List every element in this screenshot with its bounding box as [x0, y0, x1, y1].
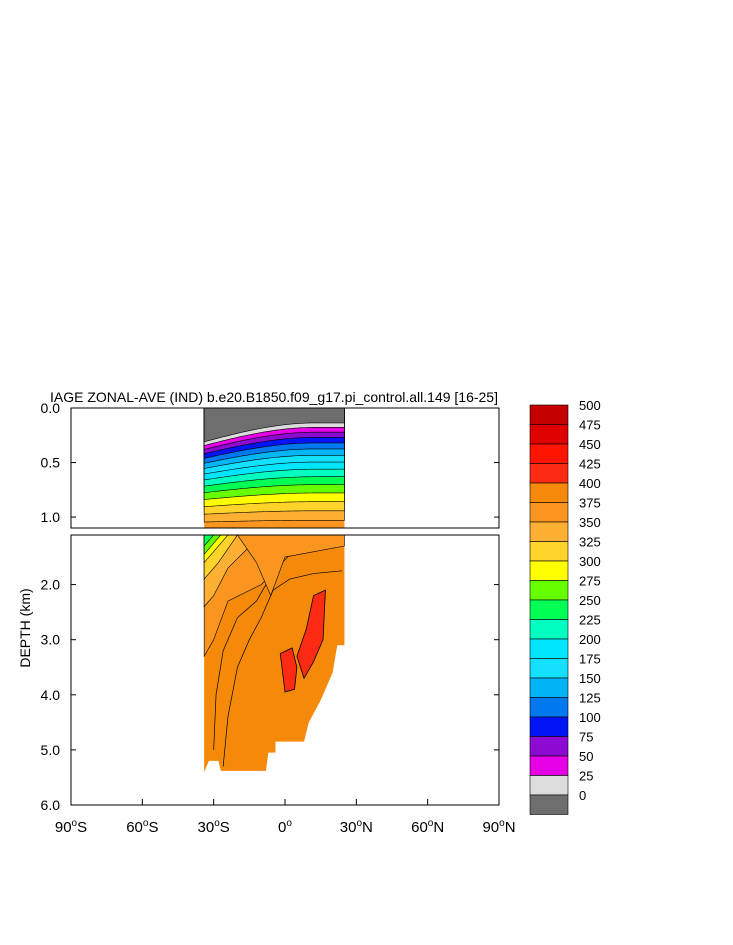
x-tick-label: 60oN: [411, 818, 444, 836]
y-tick-label: 3.0: [41, 632, 61, 648]
colorbar-swatch: [529, 443, 569, 464]
colorbar-swatch: [529, 619, 569, 640]
contour-band: [203, 408, 345, 443]
x-tick-label: 90oS: [55, 818, 87, 836]
colorbar-swatch: [529, 755, 569, 776]
colorbar-swatch: [529, 677, 569, 698]
x-axis: 90oS 60oS 30oS 0o 30oN 60oN 90oN: [55, 799, 516, 836]
colorbar-label: 400: [579, 476, 601, 491]
colorbar-swatch: [529, 638, 569, 659]
colorbar-swatch: [529, 599, 569, 620]
colorbar: 5004754504254003753503253002752502252001…: [529, 398, 601, 815]
lower-panel-contours: [203, 535, 345, 772]
colorbar-label: 25: [579, 769, 593, 784]
y-axis-label: DEPTH (km): [17, 588, 33, 667]
colorbar-label: 125: [579, 691, 601, 706]
x-tick-label: 60oS: [126, 818, 158, 836]
x-tick-label: 30oN: [340, 818, 373, 836]
contour-band: [279, 647, 298, 693]
colorbar-label: 275: [579, 574, 601, 589]
colorbar-swatch: [529, 404, 569, 425]
colorbar-label: 200: [579, 632, 601, 647]
colorbar-label: 175: [579, 652, 601, 667]
colorbar-label: 300: [579, 554, 601, 569]
contour-line: [222, 570, 343, 767]
contour-band: [203, 535, 215, 547]
y-tick-label: 4.0: [41, 687, 61, 703]
colorbar-swatch: [529, 658, 569, 679]
colorbar-label: 225: [579, 613, 601, 628]
lower-y-axis: 2.0 3.0 4.0 5.0 6.0: [41, 577, 499, 813]
contour-band: [296, 589, 326, 680]
colorbar-label: 250: [579, 593, 601, 608]
y-tick-label: 0.0: [41, 400, 61, 416]
colorbar-swatch: [529, 794, 569, 815]
colorbar-swatch: [529, 736, 569, 757]
colorbar-label: 150: [579, 671, 601, 686]
upper-panel-frame: [70, 407, 500, 529]
colorbar-label: 325: [579, 535, 601, 550]
y-tick-label: 6.0: [41, 797, 61, 813]
colorbar-label: 0: [579, 788, 586, 803]
x-tick-label: 30oS: [198, 818, 230, 836]
colorbar-swatch: [529, 424, 569, 445]
colorbar-swatch: [529, 580, 569, 601]
chart-title: IAGE ZONAL-AVE (IND) b.e20.B1850.f09_g17…: [50, 389, 498, 405]
colorbar-swatch: [529, 482, 569, 503]
upper-panel-contours: [203, 408, 345, 528]
colorbar-label: 75: [579, 730, 593, 745]
colorbar-label: 425: [579, 457, 601, 472]
colorbar-label: 100: [579, 710, 601, 725]
y-tick-label: 5.0: [41, 742, 61, 758]
x-tick-label: 90oN: [482, 818, 515, 836]
contour-band: [237, 535, 345, 597]
contour-line: [213, 584, 267, 750]
colorbar-swatch: [529, 560, 569, 581]
colorbar-label: 350: [579, 515, 601, 530]
upper-y-axis: 0.0 0.5 1.0: [41, 400, 499, 525]
colorbar-swatch: [529, 697, 569, 718]
y-tick-label: 2.0: [41, 577, 61, 593]
y-tick-label: 0.5: [41, 455, 61, 471]
colorbar-swatch: [529, 463, 569, 484]
colorbar-swatch: [529, 541, 569, 562]
colorbar-swatch: [529, 521, 569, 542]
x-tick-label: 0o: [278, 818, 292, 836]
y-tick-label: 1.0: [41, 509, 61, 525]
colorbar-label: 450: [579, 437, 601, 452]
colorbar-label: 475: [579, 418, 601, 433]
colorbar-swatch: [529, 775, 569, 796]
colorbar-label: 375: [579, 496, 601, 511]
colorbar-label: 50: [579, 749, 593, 764]
colorbar-label: 500: [579, 398, 601, 413]
colorbar-swatch: [529, 502, 569, 523]
colorbar-swatch: [529, 716, 569, 737]
